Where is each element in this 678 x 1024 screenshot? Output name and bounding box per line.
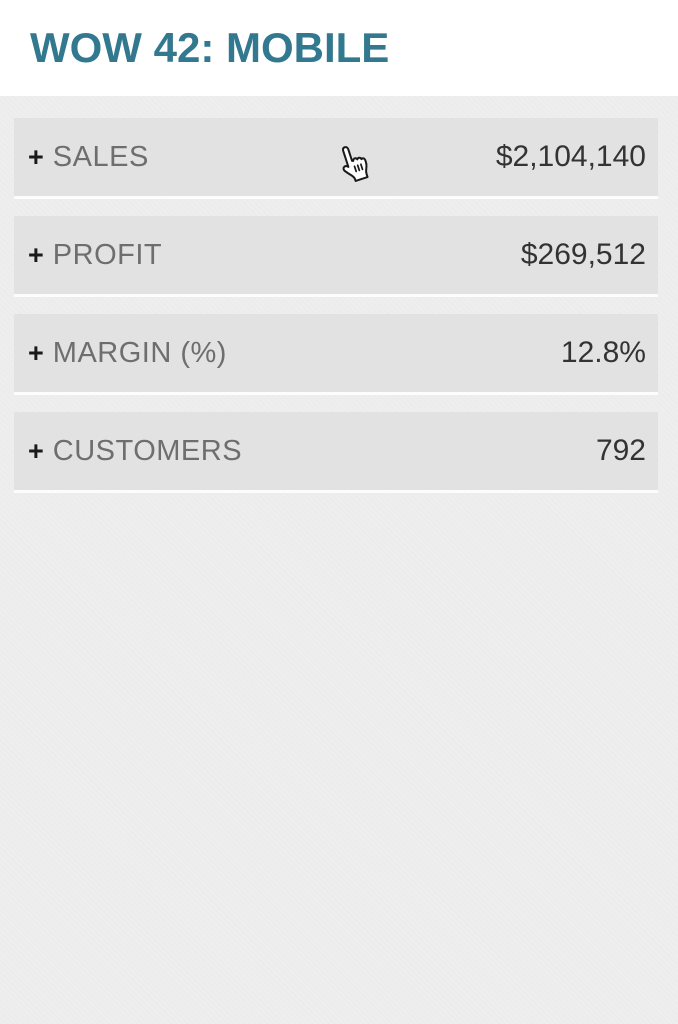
metric-label-sales: SALES [52,140,149,173]
expand-plus-icon[interactable]: + [28,337,44,368]
metric-label-margin: MARGIN (%) [52,336,227,369]
metric-row-customers[interactable]: + CUSTOMERS 792 [14,412,658,490]
expand-plus-icon[interactable]: + [28,435,44,466]
metric-value-customers: 792 [595,434,646,467]
metric-row-profit-left: + PROFIT [28,239,162,272]
expand-plus-icon[interactable]: + [28,239,44,270]
expand-plus-icon[interactable]: + [28,141,44,172]
metric-value-sales: $2,104,140 [495,140,646,173]
metric-row-sales-left: + SALES [28,141,149,174]
dashboard-header: WOW 42: MOBILE [0,0,678,96]
page-title: WOW 42: MOBILE [30,24,390,71]
metric-row-profit[interactable]: + PROFIT $269,512 [14,216,658,294]
metrics-list: + SALES $2,104,140 + PROFIT $269,512 + M… [14,118,658,510]
metric-row-sales[interactable]: + SALES $2,104,140 [14,118,658,196]
metric-value-margin: 12.8% [560,336,646,369]
metric-row-customers-left: + CUSTOMERS [28,435,242,468]
metric-label-profit: PROFIT [52,238,163,271]
metric-value-profit: $269,512 [520,238,646,271]
metric-row-margin-left: + MARGIN (%) [28,337,227,370]
metric-label-customers: CUSTOMERS [52,434,243,467]
metric-row-margin[interactable]: + MARGIN (%) 12.8% [14,314,658,392]
